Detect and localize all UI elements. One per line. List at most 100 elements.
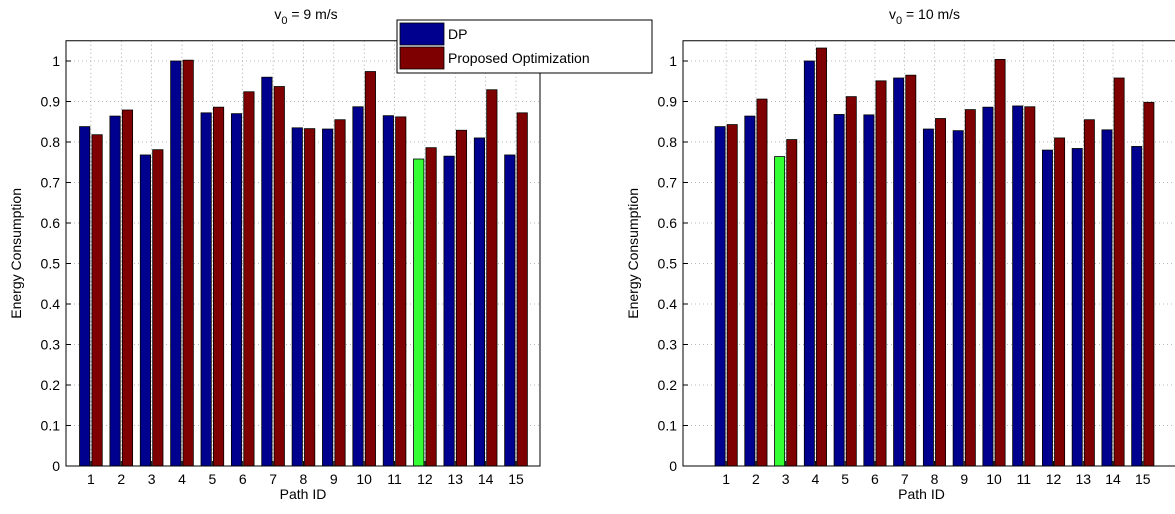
bar bbox=[893, 77, 905, 467]
bar bbox=[473, 137, 486, 467]
bar bbox=[425, 147, 437, 467]
x-tick-label: 5 bbox=[841, 471, 849, 487]
chart-title: v0 = 10 m/s bbox=[889, 6, 960, 27]
x-tick-label: 15 bbox=[1135, 471, 1151, 487]
bar bbox=[1024, 106, 1036, 467]
bar bbox=[291, 127, 303, 467]
bar bbox=[744, 115, 756, 467]
legend-label: Proposed Optimization bbox=[448, 50, 590, 66]
x-tick-label: 2 bbox=[117, 471, 125, 487]
plot-area bbox=[66, 40, 540, 466]
bar bbox=[139, 154, 151, 467]
y-tick-label: 0.4 bbox=[658, 296, 678, 312]
x-tick-label: 7 bbox=[269, 471, 277, 487]
legend-swatch bbox=[399, 46, 445, 70]
bar bbox=[833, 114, 845, 467]
bar bbox=[121, 109, 134, 467]
y-tick-label: 0.7 bbox=[41, 175, 61, 191]
bar bbox=[1083, 119, 1095, 467]
x-tick-label: 10 bbox=[356, 471, 372, 487]
x-tick-label: 3 bbox=[148, 471, 156, 487]
y-tick-label: 0.6 bbox=[41, 215, 61, 231]
bar bbox=[1054, 137, 1066, 467]
bar bbox=[382, 115, 394, 467]
bar bbox=[352, 106, 364, 467]
x-tick-label: 14 bbox=[478, 471, 494, 487]
bar bbox=[935, 118, 947, 467]
bar bbox=[726, 124, 738, 467]
y-tick-label: 0.2 bbox=[658, 377, 678, 393]
x-tick-label: 8 bbox=[931, 471, 939, 487]
title-part: 0 bbox=[896, 15, 902, 27]
bar bbox=[1012, 105, 1024, 467]
y-tick-label: 0.9 bbox=[658, 94, 678, 110]
y-tick-label: 1 bbox=[669, 53, 677, 69]
y-tick-label: 0.7 bbox=[658, 175, 678, 191]
x-tick-label: 10 bbox=[986, 471, 1002, 487]
x-tick-label: 4 bbox=[812, 471, 820, 487]
bar bbox=[756, 98, 768, 467]
bar bbox=[1041, 149, 1053, 467]
bar bbox=[922, 128, 934, 467]
x-tick-label: 6 bbox=[871, 471, 879, 487]
y-tick-label: 0.9 bbox=[41, 94, 61, 110]
x-tick-label: 13 bbox=[1075, 471, 1091, 487]
bar bbox=[273, 86, 285, 467]
bar bbox=[516, 112, 528, 467]
bar bbox=[1071, 148, 1083, 467]
bar bbox=[455, 129, 468, 467]
x-tick-label: 6 bbox=[239, 471, 247, 487]
title-part: = 10 m/s bbox=[902, 6, 960, 22]
chart-title: v0 = 9 m/s bbox=[274, 6, 337, 27]
title-part: 0 bbox=[281, 15, 287, 27]
bar bbox=[786, 139, 798, 467]
x-tick-label: 1 bbox=[87, 471, 95, 487]
y-tick-label: 0.8 bbox=[658, 134, 678, 150]
bar bbox=[230, 113, 243, 467]
bar bbox=[304, 128, 316, 467]
bar bbox=[982, 106, 994, 467]
bar bbox=[1113, 77, 1125, 467]
bar bbox=[243, 91, 255, 467]
y-tick-label: 0.2 bbox=[41, 377, 61, 393]
plot-frame bbox=[65, 40, 541, 467]
x-tick-label: 3 bbox=[782, 471, 790, 487]
bar bbox=[714, 126, 726, 467]
y-tick-label: 0.5 bbox=[41, 256, 61, 272]
x-tick-label: 12 bbox=[1046, 471, 1062, 487]
x-tick-label: 12 bbox=[417, 471, 433, 487]
bar bbox=[413, 158, 425, 467]
x-tick-label: 15 bbox=[508, 471, 524, 487]
y-tick-label: 0.3 bbox=[41, 337, 61, 353]
bar bbox=[845, 96, 857, 467]
y-tick-label: 0.6 bbox=[658, 215, 678, 231]
bar bbox=[91, 134, 103, 467]
x-tick-label: 4 bbox=[178, 471, 186, 487]
legend-label: DP bbox=[448, 26, 467, 42]
bar bbox=[1131, 146, 1143, 467]
bar bbox=[200, 112, 212, 467]
bar bbox=[803, 60, 815, 467]
bar bbox=[863, 114, 875, 467]
bar bbox=[322, 128, 334, 467]
x-axis-label: Path ID bbox=[280, 486, 327, 502]
x-axis-label: Path ID bbox=[898, 486, 945, 502]
bar bbox=[334, 119, 346, 467]
bar bbox=[1101, 129, 1113, 467]
bar bbox=[994, 58, 1006, 467]
bar bbox=[109, 115, 121, 467]
bar bbox=[170, 60, 182, 467]
x-tick-label: 5 bbox=[208, 471, 216, 487]
y-tick-label: 0.3 bbox=[658, 337, 678, 353]
bar bbox=[816, 47, 827, 467]
y-tick-label: 0.1 bbox=[658, 418, 678, 434]
title-part: v bbox=[274, 6, 281, 22]
bar bbox=[964, 109, 976, 467]
bar bbox=[875, 80, 887, 467]
bar bbox=[395, 116, 407, 467]
y-tick-label: 0 bbox=[669, 458, 677, 474]
x-tick-label: 8 bbox=[300, 471, 308, 487]
x-tick-label: 9 bbox=[960, 471, 968, 487]
x-tick-label: 2 bbox=[752, 471, 760, 487]
y-tick-label: 0.8 bbox=[41, 134, 61, 150]
